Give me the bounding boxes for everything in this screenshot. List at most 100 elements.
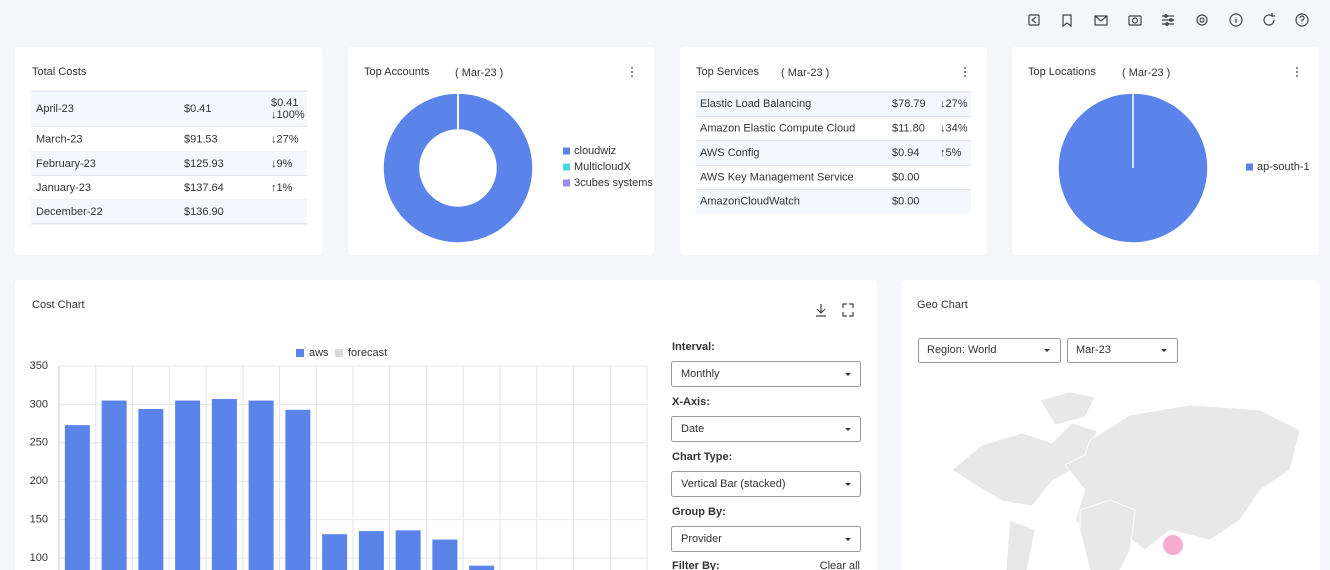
refresh-icon[interactable] [1263, 13, 1275, 26]
legend-label: ap-south-1 [1257, 161, 1310, 173]
period-cell: January-23 [36, 182, 91, 194]
select-caret [845, 538, 851, 541]
select-box[interactable] [671, 361, 861, 387]
table-row [696, 92, 971, 117]
card-title: Geo Chart [917, 299, 968, 311]
table-row [31, 127, 307, 152]
settings-sliders-icon[interactable] [1162, 14, 1174, 26]
card-title: Top Services [696, 66, 759, 78]
table-row [696, 116, 971, 141]
legend-swatch [296, 349, 304, 357]
legend-swatch [1246, 163, 1253, 171]
toolbar [1028, 13, 1309, 28]
gear-icon[interactable] [1196, 14, 1208, 26]
cost-cell: $11.80 [892, 123, 925, 135]
map-region [1079, 499, 1136, 570]
card-title: Top Accounts [364, 66, 430, 78]
help-icon[interactable] [1295, 13, 1309, 27]
legend-swatch [563, 163, 570, 171]
bar [285, 409, 311, 570]
cost-cell: $0.41 [184, 103, 212, 115]
bar [358, 531, 384, 570]
legend-swatch [563, 179, 570, 187]
service-cell: AmazonCloudWatch [700, 196, 800, 208]
cost-cell: $137.64 [184, 182, 224, 194]
service-cell: Amazon Elastic Compute Cloud [700, 123, 855, 135]
card-subtitle: ( Mar-23 ) [1122, 67, 1170, 79]
service-cell: Elastic Load Balancing [700, 98, 811, 110]
legend-swatch [563, 147, 570, 155]
cost-cell: $125.93 [184, 158, 224, 170]
map-region [1005, 519, 1036, 570]
bar [175, 400, 201, 570]
cost-cell: $136.90 [184, 206, 224, 218]
fullscreen-icon[interactable] [842, 303, 854, 317]
bar [64, 425, 90, 570]
change-cell: ↓9% [271, 158, 293, 170]
table-row [31, 91, 307, 127]
y-tick-label: 350 [30, 360, 48, 372]
change-cell: ↓27% [271, 133, 299, 145]
info-icon[interactable] [1229, 13, 1243, 27]
select-value: Region: World [927, 344, 997, 356]
select-box[interactable] [671, 471, 861, 497]
change-cell: ↑1% [271, 182, 293, 194]
select-caret [1044, 349, 1050, 352]
select-value: Date [681, 423, 704, 435]
field-label: Chart Type: [672, 451, 732, 463]
y-tick-label: 200 [30, 475, 48, 487]
card-menu[interactable] [964, 67, 966, 77]
location-bubble [1163, 535, 1183, 555]
cost-cell: $0.41 [271, 97, 299, 109]
download-icon[interactable] [816, 304, 826, 317]
select-caret [845, 373, 851, 376]
period-cell: April-23 [36, 103, 74, 115]
select-box[interactable] [671, 526, 861, 552]
legend-label: MulticloudX [574, 161, 632, 173]
change-cell: ↓100% [271, 109, 305, 121]
y-tick-label: 150 [30, 514, 48, 526]
bar [138, 409, 164, 570]
select-box[interactable] [1067, 338, 1178, 363]
select-value: Vertical Bar (stacked) [681, 478, 786, 490]
period-cell: December-22 [36, 206, 103, 218]
legend-label: cloudwiz [574, 145, 616, 157]
cost-cell: $78.79 [892, 98, 926, 110]
table-row [31, 200, 307, 224]
share-icon[interactable] [1028, 14, 1040, 26]
legend-label: 3cubes systems [574, 177, 653, 189]
card-menu[interactable] [631, 67, 633, 77]
legend-label: aws [309, 347, 329, 359]
field-label: Filter By: [672, 560, 720, 570]
slice [1057, 92, 1209, 244]
field-label: Interval: [672, 341, 715, 353]
change-cell: ↓27% [940, 98, 968, 110]
service-cell: AWS Config [700, 147, 760, 159]
select-box[interactable] [671, 416, 861, 442]
table-row [31, 176, 307, 200]
bar [101, 400, 127, 570]
bar [322, 534, 348, 570]
bookmark-icon[interactable] [1062, 14, 1072, 28]
cost-cell: $91.53 [184, 133, 218, 145]
select-caret [845, 428, 851, 431]
table-row [696, 189, 971, 214]
period-cell: February-23 [36, 158, 96, 170]
mail-icon[interactable] [1094, 15, 1108, 26]
card-subtitle: ( Mar-23 ) [781, 67, 829, 79]
service-cell: AWS Key Management Service [700, 171, 854, 183]
select-box[interactable] [918, 338, 1061, 363]
field-label: Group By: [672, 506, 726, 518]
field-label: X-Axis: [672, 396, 710, 408]
world-map [951, 391, 1301, 570]
table-row [696, 140, 971, 166]
camera-icon[interactable] [1128, 15, 1142, 26]
card-title: Cost Chart [32, 299, 85, 311]
card-menu[interactable] [1296, 67, 1298, 77]
card-subtitle: ( Mar-23 ) [455, 67, 503, 79]
slice [382, 92, 534, 244]
select-value: Mar-23 [1076, 344, 1111, 356]
clear-link[interactable]: Clear all [820, 560, 860, 570]
cost-cell: $0.00 [892, 196, 920, 208]
bar [395, 530, 421, 570]
